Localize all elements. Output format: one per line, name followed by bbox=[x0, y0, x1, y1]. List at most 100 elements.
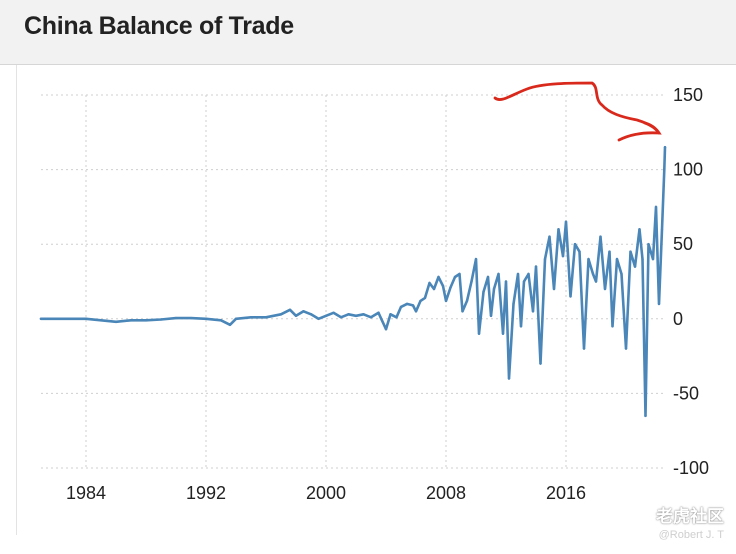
data-point bbox=[84, 317, 88, 320]
data-point bbox=[573, 243, 577, 246]
hand-drawn-arrow-annotation bbox=[493, 81, 662, 142]
data-point bbox=[317, 317, 320, 320]
data-point bbox=[651, 257, 655, 261]
data-point bbox=[444, 299, 448, 303]
data-point bbox=[432, 287, 436, 291]
data-point bbox=[453, 275, 457, 279]
data-point bbox=[527, 272, 530, 276]
data-point bbox=[561, 254, 565, 258]
data-point bbox=[441, 284, 445, 288]
data-point bbox=[437, 275, 440, 279]
data-point bbox=[486, 275, 490, 279]
x-tick-label: 2016 bbox=[546, 483, 586, 503]
y-tick-label: 150 bbox=[673, 85, 703, 105]
data-point bbox=[465, 299, 469, 303]
data-point bbox=[389, 313, 392, 316]
x-tick-label: 1992 bbox=[186, 483, 226, 503]
data-point bbox=[647, 243, 650, 246]
chart-title: China Balance of Trade bbox=[24, 12, 294, 40]
data-point bbox=[663, 168, 666, 171]
y-tick-label: -100 bbox=[673, 458, 709, 478]
data-point bbox=[428, 281, 431, 285]
data-point bbox=[474, 257, 478, 261]
data-point bbox=[569, 295, 572, 298]
data-point bbox=[624, 347, 628, 350]
arrow-curve bbox=[493, 81, 661, 135]
data-point bbox=[660, 228, 664, 231]
data-point bbox=[362, 313, 365, 316]
data-point bbox=[204, 317, 208, 320]
data-point bbox=[591, 272, 595, 276]
data-point bbox=[608, 250, 611, 253]
data-point bbox=[611, 325, 614, 328]
data-point bbox=[234, 317, 238, 320]
y-tick-label: -50 bbox=[673, 383, 699, 403]
data-point bbox=[39, 317, 43, 320]
watermark-brand: 老虎社区 bbox=[656, 507, 724, 526]
data-point bbox=[654, 205, 658, 209]
data-point bbox=[264, 316, 268, 319]
trade-balance-chart: 1984 1992 2000 2008 2016 150 100 50 0 -50 -100 bbox=[39, 81, 709, 503]
data-point bbox=[582, 347, 586, 350]
data-point bbox=[534, 265, 538, 268]
x-tick-label: 2000 bbox=[306, 483, 346, 503]
data-point bbox=[384, 328, 388, 331]
data-point bbox=[557, 228, 560, 231]
y-tick-label: 100 bbox=[673, 160, 703, 180]
data-point bbox=[324, 314, 328, 317]
data-point bbox=[347, 313, 350, 316]
data-point bbox=[294, 314, 298, 317]
data-point bbox=[477, 332, 481, 335]
data-point bbox=[174, 316, 178, 320]
data-point bbox=[54, 317, 58, 320]
data-point bbox=[578, 250, 581, 253]
data-point bbox=[657, 302, 661, 306]
chart-panel: 1984 1992 2000 2008 2016 150 100 50 0 -50 -100 bbox=[16, 65, 736, 535]
data-point bbox=[414, 310, 418, 313]
data-point bbox=[519, 325, 523, 328]
data-point bbox=[539, 362, 542, 365]
data-point bbox=[369, 316, 373, 319]
data-point bbox=[405, 302, 409, 306]
data-point bbox=[219, 319, 223, 322]
data-point bbox=[507, 377, 511, 380]
data-point bbox=[663, 146, 667, 149]
data-point bbox=[603, 287, 607, 291]
watermark: 老虎社区 @Robert J. T bbox=[656, 502, 724, 541]
data-point bbox=[620, 272, 623, 276]
data-point bbox=[504, 280, 508, 283]
data-point bbox=[114, 320, 118, 323]
data-point bbox=[461, 310, 464, 313]
data-point bbox=[159, 318, 163, 321]
x-tick-label: 2008 bbox=[426, 483, 466, 503]
data-point bbox=[279, 313, 283, 316]
x-tick-label: 1984 bbox=[66, 483, 106, 503]
arrow-head bbox=[617, 121, 662, 142]
data-point bbox=[522, 280, 526, 283]
data-point bbox=[339, 316, 343, 319]
chart-header: China Balance of Trade bbox=[0, 0, 736, 65]
data-point bbox=[644, 414, 647, 417]
data-point bbox=[497, 272, 500, 276]
data-point bbox=[399, 305, 403, 309]
data-point bbox=[638, 228, 641, 231]
data-point bbox=[449, 286, 452, 289]
data-point bbox=[629, 250, 632, 253]
y-axis-ticks: 150 100 50 0 -50 -100 bbox=[673, 85, 709, 478]
data-point bbox=[489, 314, 493, 317]
data-point bbox=[594, 280, 598, 283]
watermark-author: @Robert J. T bbox=[658, 529, 724, 541]
data-point bbox=[512, 302, 515, 306]
data-point bbox=[189, 316, 193, 320]
data-point bbox=[470, 280, 473, 283]
data-point bbox=[633, 265, 637, 268]
data-point bbox=[288, 308, 292, 311]
y-tick-label: 50 bbox=[673, 234, 693, 254]
series-layer bbox=[39, 145, 667, 418]
y-tick-label: 0 bbox=[673, 309, 683, 329]
data-point bbox=[458, 272, 461, 276]
data-point bbox=[419, 299, 422, 303]
data-point bbox=[543, 257, 547, 261]
data-point bbox=[309, 313, 313, 316]
data-point bbox=[129, 319, 133, 322]
